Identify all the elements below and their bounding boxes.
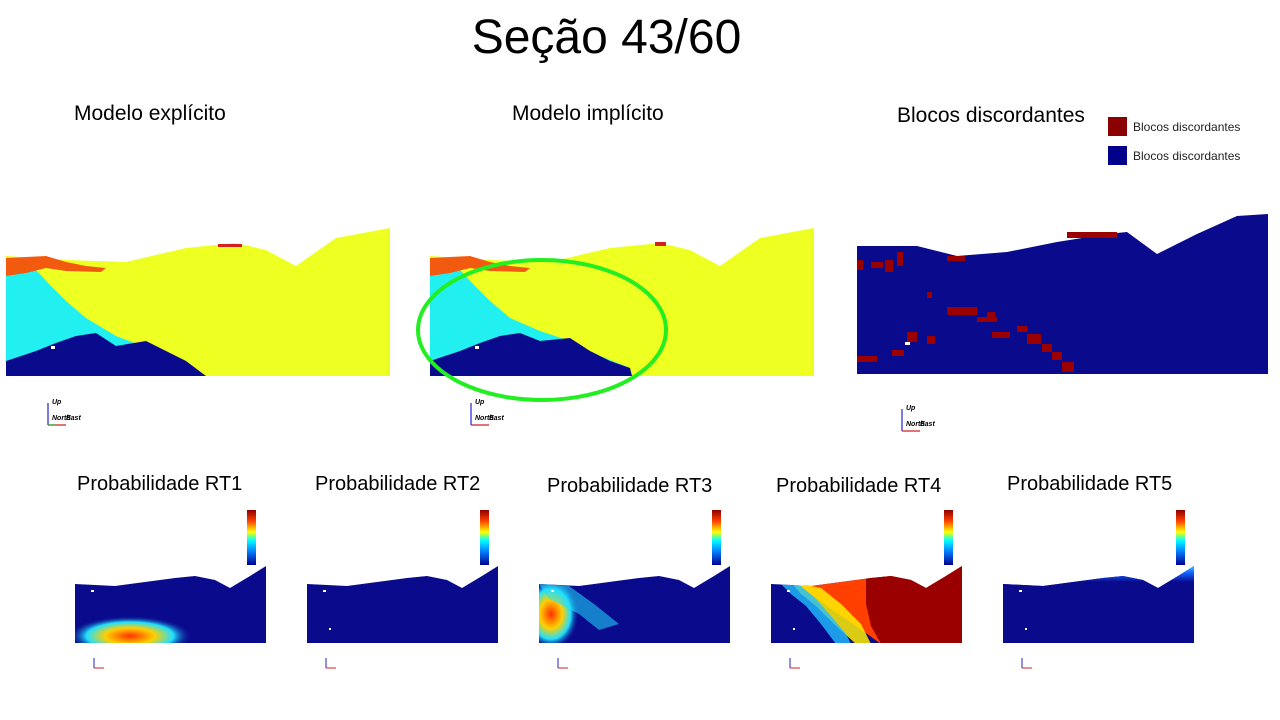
implicit-model-section bbox=[430, 228, 814, 376]
axis-east-label: East bbox=[66, 415, 81, 422]
panel-label-implicit: Modelo implícito bbox=[512, 102, 664, 125]
orientation-axes-small bbox=[325, 658, 336, 669]
legend-label: Blocos discordantes bbox=[1133, 148, 1241, 163]
slide-title: Seção 43/60 bbox=[471, 11, 742, 64]
colorbar bbox=[480, 510, 489, 565]
probability-rt4-section bbox=[771, 566, 962, 643]
axis-north-label: North bbox=[52, 415, 71, 422]
axis-north-label: North bbox=[906, 421, 925, 428]
orientation-axes: Up North East bbox=[44, 399, 84, 427]
legend-swatch-red bbox=[1108, 117, 1127, 136]
axis-up-label: Up bbox=[52, 399, 62, 406]
legend-item: Blocos discordantes bbox=[1108, 146, 1240, 165]
probability-rt2-section bbox=[307, 566, 498, 643]
probability-rt3-section bbox=[539, 566, 730, 643]
orientation-axes-small bbox=[1021, 658, 1032, 669]
orientation-axes: Up North East bbox=[467, 399, 507, 427]
panel-label-rt4: Probabilidade RT4 bbox=[776, 475, 942, 497]
colorbar bbox=[944, 510, 953, 565]
colorbar bbox=[1176, 510, 1185, 565]
panel-label-rt3: Probabilidade RT3 bbox=[547, 475, 713, 497]
axis-east-label: East bbox=[489, 415, 504, 422]
legend-item: Blocos discordantes bbox=[1108, 117, 1240, 136]
highlight-ellipse bbox=[416, 258, 668, 402]
legend: Blocos discordantes Blocos discordantes bbox=[1108, 117, 1240, 165]
orientation-axes-small bbox=[789, 658, 800, 669]
axis-north-label: North bbox=[475, 415, 494, 422]
explicit-model-section bbox=[6, 228, 390, 376]
orientation-axes-small bbox=[93, 658, 104, 669]
legend-label: Blocos discordantes bbox=[1133, 119, 1241, 134]
panel-label-rt1: Probabilidade RT1 bbox=[77, 473, 243, 495]
axis-up-label: Up bbox=[475, 399, 485, 406]
panel-label-rt5: Probabilidade RT5 bbox=[1007, 473, 1173, 495]
panel-label-discordant: Blocos discordantes bbox=[897, 104, 1085, 127]
orientation-axes: Up North East bbox=[898, 405, 938, 433]
orientation-axes-small bbox=[557, 658, 568, 669]
probability-rt1-section bbox=[75, 566, 266, 643]
probability-rt5-section bbox=[1003, 566, 1194, 643]
legend-swatch-blue bbox=[1108, 146, 1127, 165]
axis-east-label: East bbox=[920, 421, 935, 428]
colorbar bbox=[247, 510, 256, 565]
panel-label-rt2: Probabilidade RT2 bbox=[315, 473, 481, 495]
discordant-blocks-section bbox=[857, 214, 1268, 374]
panel-label-explicit: Modelo explícito bbox=[74, 102, 226, 125]
colorbar bbox=[712, 510, 721, 565]
axis-up-label: Up bbox=[906, 405, 916, 412]
